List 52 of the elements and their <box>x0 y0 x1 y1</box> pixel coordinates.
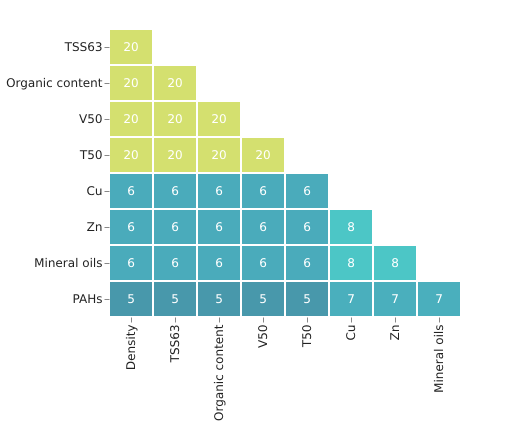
data-label: 6 <box>303 256 311 270</box>
data-label: 6 <box>303 220 311 234</box>
y-tick-label: V50 <box>79 112 102 126</box>
x-tick-label: TSS63 <box>168 324 182 364</box>
x-tick-label: Zn <box>388 324 402 340</box>
data-label: 6 <box>215 256 223 270</box>
data-label: 20 <box>167 148 183 162</box>
data-label: 6 <box>127 256 135 270</box>
x-tick-label: T50 <box>300 324 314 348</box>
x-tick-label: Cu <box>344 324 358 340</box>
data-label: 5 <box>259 292 267 306</box>
data-label: 5 <box>303 292 311 306</box>
data-label: 20 <box>123 76 139 90</box>
data-label: 6 <box>215 184 223 198</box>
data-label: 8 <box>347 220 355 234</box>
data-label: 20 <box>211 148 227 162</box>
data-label: 20 <box>211 112 227 126</box>
y-tick-label: Zn <box>86 220 102 234</box>
data-label: 5 <box>127 292 135 306</box>
data-label: 8 <box>347 256 355 270</box>
data-label: 7 <box>435 292 443 306</box>
y-tick-label: Cu <box>86 184 102 198</box>
data-label: 6 <box>171 184 179 198</box>
x-tick-label: Density <box>124 324 138 370</box>
data-label: 6 <box>171 256 179 270</box>
y-tick-label: T50 <box>78 148 102 162</box>
y-tick-label: Organic content <box>6 76 103 90</box>
data-label: 20 <box>167 76 183 90</box>
data-label: 7 <box>391 292 399 306</box>
data-label: 20 <box>167 112 183 126</box>
y-tick-label: TSS63 <box>64 40 102 54</box>
data-label: 6 <box>215 220 223 234</box>
data-label: 7 <box>347 292 355 306</box>
data-label: 6 <box>259 184 267 198</box>
data-label: 6 <box>127 184 135 198</box>
x-tick-label: V50 <box>256 324 270 348</box>
y-tick-label: Mineral oils <box>34 256 102 270</box>
y-tick-label: PAHs <box>72 292 102 306</box>
data-label: 5 <box>171 292 179 306</box>
data-label: 6 <box>303 184 311 198</box>
data-label: 6 <box>127 220 135 234</box>
data-label: 20 <box>123 112 139 126</box>
data-label: 20 <box>123 40 139 54</box>
x-tick-label: Organic content <box>212 324 226 421</box>
data-label: 8 <box>391 256 399 270</box>
data-label: 6 <box>171 220 179 234</box>
data-label: 5 <box>215 292 223 306</box>
data-label: 20 <box>123 148 139 162</box>
data-label: 20 <box>255 148 271 162</box>
data-label: 6 <box>259 220 267 234</box>
data-label: 6 <box>259 256 267 270</box>
x-tick-label: Mineral oils <box>432 324 446 393</box>
